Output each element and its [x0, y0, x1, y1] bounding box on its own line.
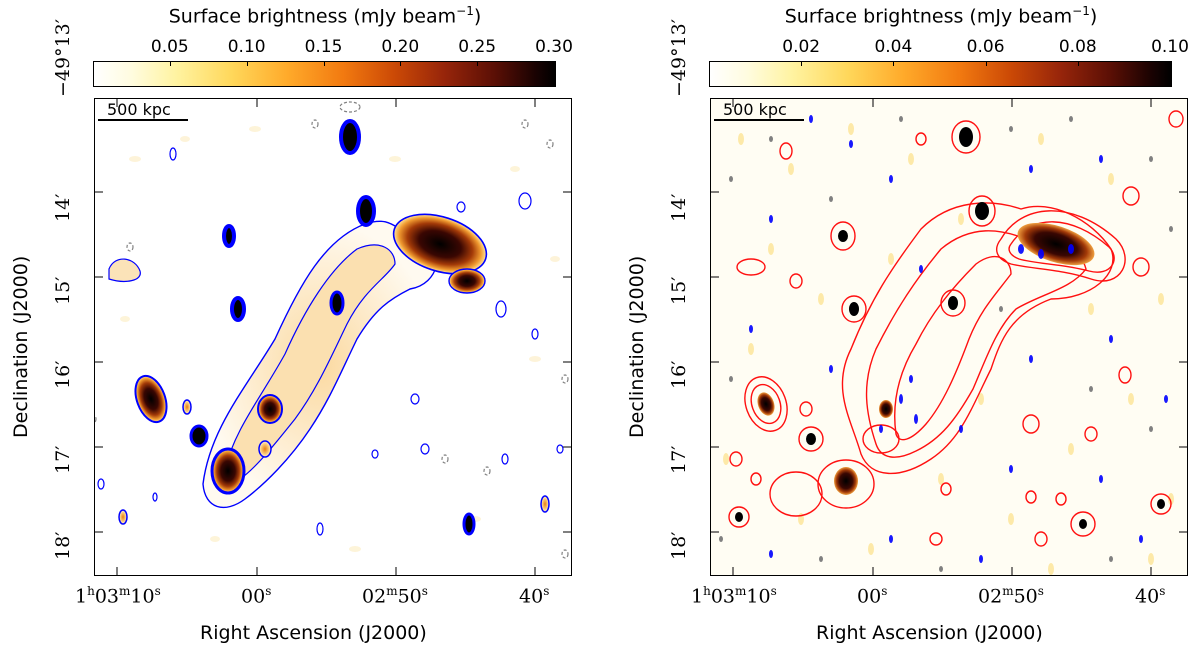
- compact-source: [182, 399, 192, 415]
- negative-contours-left: [95, 101, 569, 559]
- left-panel: Surface brightness (mJy beam−1) 0.05 0.10…: [10, 4, 573, 644]
- ra-tick-label: 40s: [1135, 584, 1166, 608]
- colorbar-tick: [323, 61, 325, 66]
- colorbar-tick-label: 0.10: [1151, 37, 1189, 57]
- small-contours-left: [97, 147, 564, 536]
- compact-source: [356, 195, 376, 227]
- colorbar-tick-label: 0.30: [535, 37, 573, 57]
- scalebar-label: 500 kpc: [107, 100, 171, 119]
- compact-source: [257, 394, 283, 424]
- dec-axis-label: Declination (J2000): [626, 255, 648, 438]
- image-left-svg: [95, 99, 571, 575]
- dec-axis-label: Declination (J2000): [10, 255, 32, 438]
- ra-tick-label: 40s: [519, 584, 550, 608]
- radio-image-right: [710, 98, 1188, 576]
- compact-source: [339, 119, 361, 155]
- bright-sources-right: [735, 127, 1165, 529]
- ra-tick-label: 00s: [241, 584, 272, 608]
- colorbar-tick-label: 0.15: [304, 37, 343, 57]
- compact-source: [134, 374, 168, 424]
- ra-tick-label: 1h03m10s: [691, 584, 777, 608]
- dec-tick-label: 15′: [668, 276, 690, 306]
- colorbar-tick: [893, 61, 895, 66]
- scalebar: [98, 119, 188, 121]
- ra-axis-label: Right Ascension (J2000): [816, 622, 1043, 644]
- compact-source: [210, 447, 246, 495]
- colorbar-tick-label: 0.02: [782, 37, 821, 57]
- dec-tick-label: 16′: [52, 360, 74, 390]
- compact-source: [329, 290, 345, 316]
- dec-tick-label: 17′: [52, 445, 74, 475]
- frame-ticks-left: [95, 99, 571, 575]
- ra-tick-label: 02m50s: [978, 584, 1044, 608]
- colorbar: [93, 61, 556, 87]
- colorbar: [709, 61, 1172, 87]
- colorbar-tick-label: 0.05: [150, 37, 189, 57]
- scalebar: [714, 119, 804, 121]
- colorbar-tick: [985, 61, 987, 66]
- colorbar-tick-label: 0.25: [458, 37, 497, 57]
- compact-source: [222, 224, 236, 248]
- faint-blob: [108, 258, 141, 282]
- colorbar-tick: [801, 61, 803, 66]
- colorbar-tick-label: 0.20: [381, 37, 420, 57]
- colorbar-tick-label: 0.04: [874, 37, 913, 57]
- red-contours: [728, 110, 1184, 547]
- ra-tick-label: 1h03m10s: [75, 584, 161, 608]
- colorbar-tick: [1077, 61, 1079, 66]
- compact-source: [258, 440, 272, 458]
- compact-source: [230, 296, 246, 322]
- image-right-svg: [711, 99, 1187, 575]
- dec-tick-label: 16′: [668, 360, 690, 390]
- dec-tick-label: −49°13′: [668, 18, 690, 97]
- compact-source: [189, 424, 209, 448]
- ra-tick-label: 00s: [857, 584, 888, 608]
- dec-tick-label: 18′: [668, 531, 690, 561]
- scalebar-label: 500 kpc: [723, 100, 787, 119]
- colorbar-tick: [554, 61, 555, 66]
- dec-tick-label: 18′: [52, 531, 74, 561]
- frame-ticks-right: [711, 99, 1187, 575]
- ra-axis-label: Right Ascension (J2000): [200, 622, 427, 644]
- dec-tick-label: 15′: [52, 276, 74, 306]
- compact-source: [118, 509, 128, 525]
- blue-contours-right: [749, 115, 1168, 563]
- colorbar-tick-label: 0.10: [227, 37, 266, 57]
- colorbar-tick: [1170, 61, 1171, 66]
- right-panel: Surface brightness (mJy beam−1) 0.02 0.04…: [600, 0, 1200, 656]
- dec-tick-label: 14′: [668, 193, 690, 223]
- colorbar-tick-label: 0.08: [1058, 37, 1097, 57]
- dec-tick-label: 17′: [668, 445, 690, 475]
- bright-source-nw: [392, 213, 488, 275]
- colorbar-tick: [169, 61, 171, 66]
- colorbar-title: Surface brightness (mJy beam−1): [784, 4, 1098, 28]
- colorbar-title: Surface brightness (mJy beam−1): [168, 4, 482, 28]
- colorbar-tick-label: 0.06: [966, 37, 1005, 57]
- radio-image-left: [94, 98, 572, 576]
- compact-source: [462, 512, 476, 536]
- colorbar-tick: [477, 61, 479, 66]
- dec-tick-label: 14′: [52, 193, 74, 223]
- compact-source: [540, 495, 550, 513]
- ra-tick-label: 02m50s: [362, 584, 428, 608]
- negative-contours-right: [719, 116, 1173, 572]
- colorbar-tick: [400, 61, 402, 66]
- dec-tick-label: −49°13′: [52, 18, 74, 97]
- colorbar-tick: [246, 61, 248, 66]
- noise-speckles-right: [723, 123, 1174, 575]
